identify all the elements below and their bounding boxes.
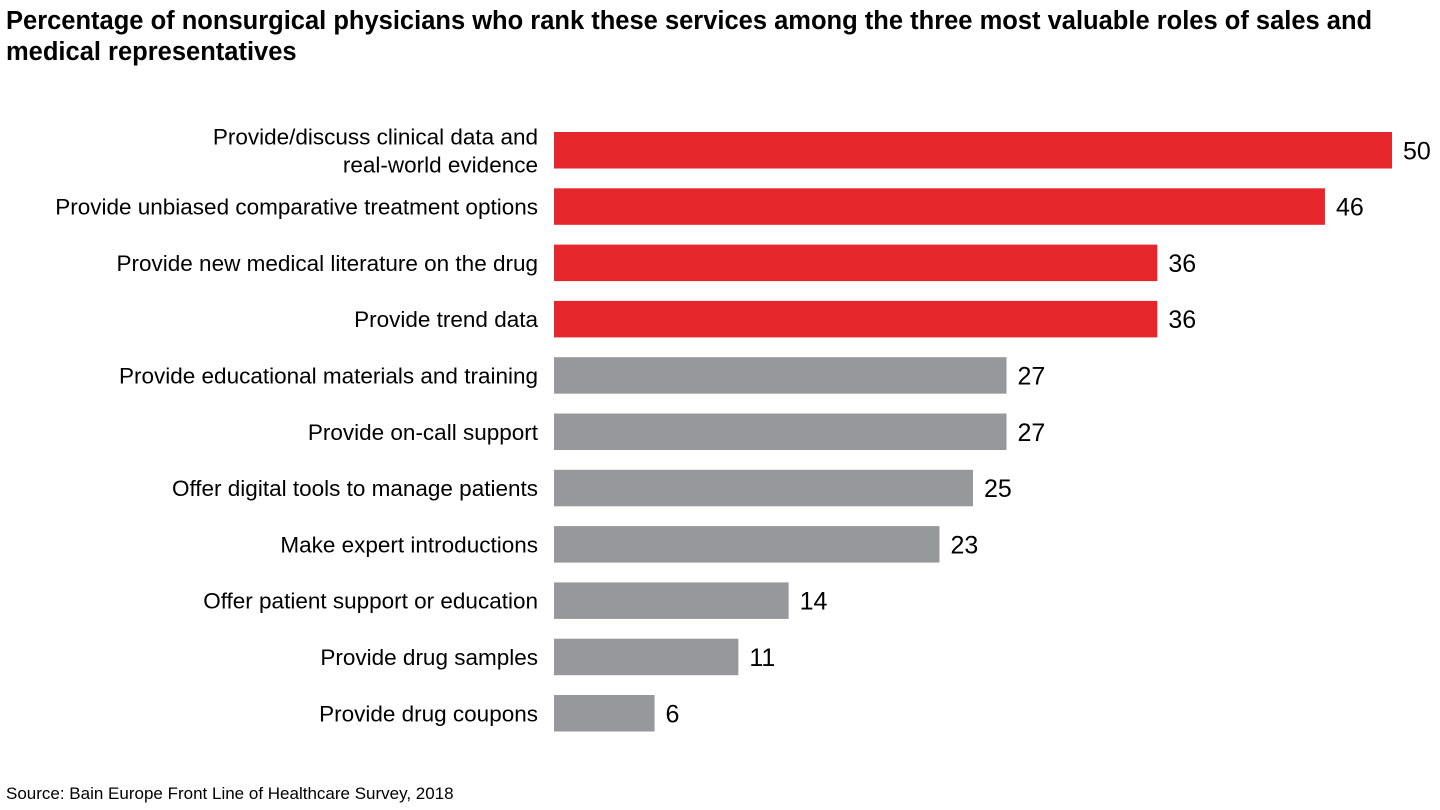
bar [554,526,940,563]
category-label: Provide new medical literature on the dr… [117,251,538,276]
category-label: Provide trend data [354,307,538,332]
data-label: 27 [1018,362,1046,390]
chart-title: Percentage of nonsurgical physicians who… [6,7,1373,66]
data-label: 6 [666,700,680,728]
bar [554,638,739,676]
data-label: 23 [950,531,978,559]
source-note: Source: Bain Europe Front Line of Health… [6,784,454,803]
bar [554,357,1007,394]
category-label: Provide drug coupons [319,701,538,726]
category-label: Offer digital tools to manage patients [172,476,538,501]
category-label: Make expert introductions [280,532,538,557]
data-label: 11 [749,644,775,672]
bar-chart: 50 Provide/discuss clinical data and real-… [55,124,1431,732]
category-label: Provide unbiased comparative treatment o… [55,195,538,220]
bar [554,469,973,507]
data-label: 36 [1168,250,1196,278]
bar [554,300,1158,338]
bar [554,132,1392,169]
category-label: Provide/discuss clinical data and real-wo… [213,124,538,177]
category-label: Offer patient support or education [203,589,538,614]
data-label: 25 [984,475,1012,503]
bar [554,188,1325,225]
data-label: 36 [1168,306,1196,334]
category-label: Provide educational materials and traini… [119,363,538,388]
bar [554,695,655,732]
data-label: 50 [1403,137,1431,165]
bar [554,413,1007,450]
bar [554,244,1158,282]
category-label: Provide on-call support [308,420,539,445]
bar [554,582,789,619]
data-label: 46 [1336,194,1364,222]
data-label: 14 [800,588,828,616]
data-label: 27 [1018,419,1046,447]
category-label: Provide drug samples [320,645,538,670]
